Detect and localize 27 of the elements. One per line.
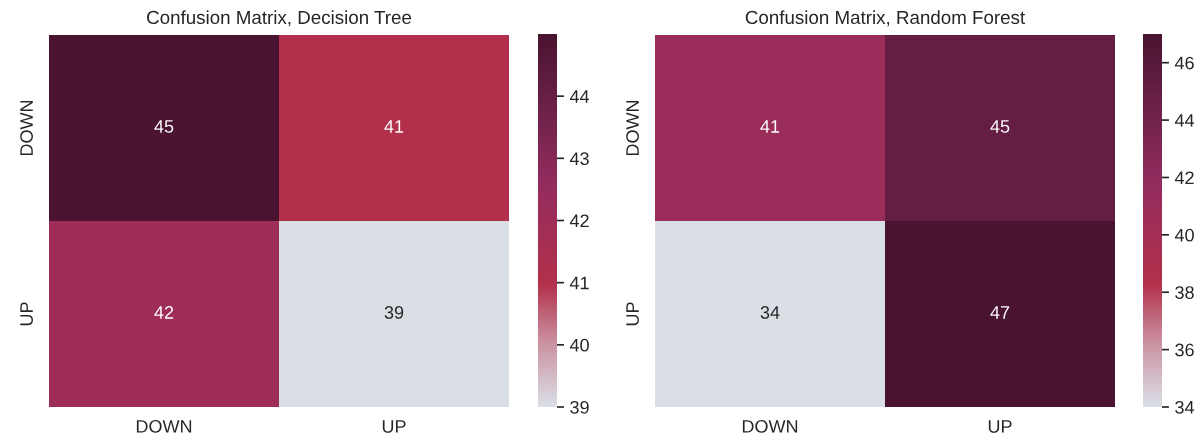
- color-bar-label: 39: [570, 400, 589, 414]
- color-bar-label: 41: [569, 276, 589, 290]
- chart-title: Confusion Matrix, Random Forest: [745, 10, 1026, 27]
- color-bar-label: 36: [1175, 343, 1194, 357]
- x-tick-label: DOWN: [136, 419, 192, 433]
- x-tick-label: UP: [382, 420, 406, 433]
- data-label: 39: [384, 306, 404, 319]
- data-label: 45: [154, 120, 174, 133]
- color-bar-label: 40: [569, 338, 589, 352]
- x-tick-label: UP: [988, 420, 1012, 433]
- data-label: 41: [760, 120, 780, 133]
- color-bar-label: 42: [569, 214, 589, 228]
- color-bar-label: 43: [569, 152, 589, 166]
- data-label: 34: [760, 306, 780, 319]
- color-bar-label: 44: [1174, 114, 1195, 127]
- data-label: 42: [154, 306, 174, 319]
- color-bar-label: 40: [1174, 228, 1194, 242]
- x-tick-label: DOWN: [742, 419, 798, 433]
- data-label: 45: [990, 120, 1010, 133]
- data-label: 47: [990, 306, 1010, 319]
- data-label: 41: [384, 120, 404, 133]
- color-bar-label: 42: [1174, 171, 1194, 184]
- color-bar-label: 38: [1175, 286, 1194, 299]
- color-bar-label: 34: [1175, 400, 1195, 414]
- color-bar-label: 46: [1174, 56, 1194, 70]
- chart-title: Confusion Matrix, Decision Tree: [147, 10, 412, 27]
- color-bar-label: 44: [569, 90, 590, 103]
